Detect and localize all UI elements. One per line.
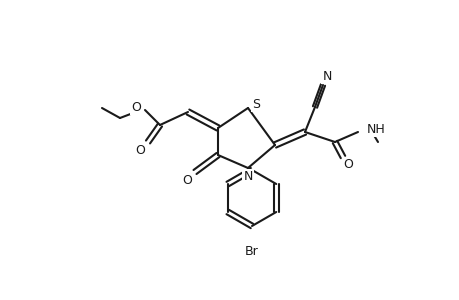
Text: NH: NH <box>366 122 385 136</box>
Text: N: N <box>322 70 331 83</box>
Text: O: O <box>135 143 145 157</box>
Text: Br: Br <box>245 245 258 259</box>
Text: O: O <box>182 173 191 187</box>
Text: O: O <box>342 158 352 170</box>
Text: N: N <box>243 169 252 182</box>
Text: S: S <box>252 98 259 110</box>
Text: O: O <box>131 100 140 113</box>
